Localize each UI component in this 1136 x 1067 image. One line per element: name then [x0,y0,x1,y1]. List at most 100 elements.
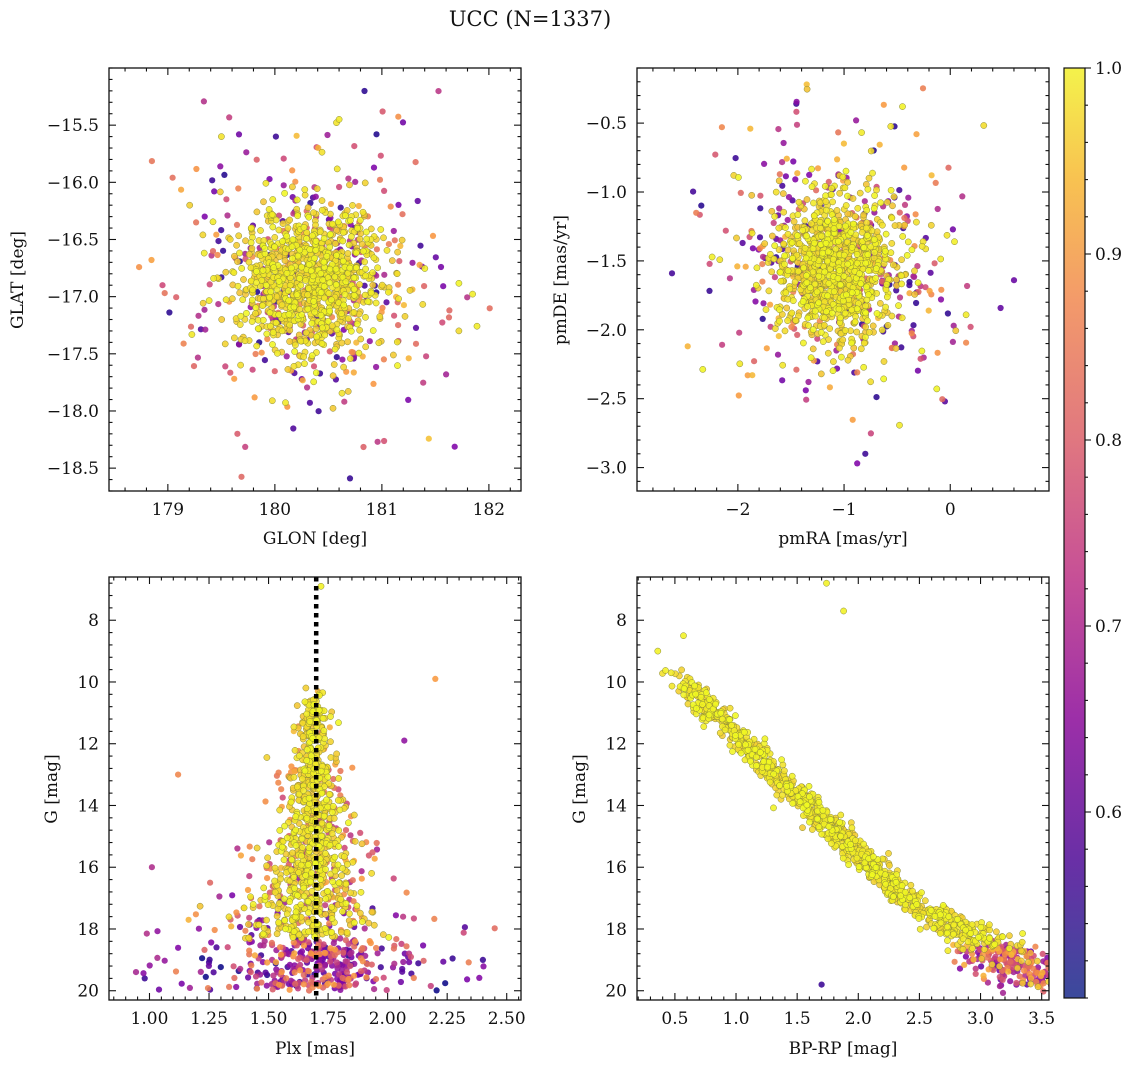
data-point [354,224,361,232]
data-point [342,278,350,286]
data-point [286,216,293,224]
data-point [277,944,284,951]
data-point [1104,975,1110,981]
data-point [291,969,298,976]
data-point [353,301,360,309]
data-point [294,891,301,899]
data-point [980,972,987,979]
data-point [1052,975,1058,981]
data-point [317,767,325,775]
data-point [870,236,878,243]
data-point [796,240,803,247]
data-point [333,252,340,259]
data-point [330,981,337,988]
data-point [222,296,230,304]
data-point [999,976,1006,984]
data-point [226,114,233,121]
data-point [256,903,263,910]
data-point [306,399,313,406]
data-point [873,186,880,194]
data-point [345,975,352,983]
data-point [891,222,899,229]
data-point [251,952,258,959]
data-point [980,122,988,129]
data-point [320,283,328,290]
data-point [414,197,421,205]
data-point [264,335,271,343]
data-point [368,869,375,877]
proper-motion-points [668,81,1018,467]
data-point [480,963,487,970]
data-point [836,189,844,197]
data-point [388,257,396,264]
data-point [279,220,287,227]
data-point [805,378,812,386]
data-point [274,349,281,357]
data-point [997,304,1004,312]
data-point [178,980,185,987]
data-point [318,819,326,827]
data-point [312,221,319,229]
data-point [301,186,309,193]
data-point [928,172,935,179]
data-point [990,966,997,974]
data-point [303,235,310,242]
data-point [231,334,238,342]
data-point [407,953,414,961]
data-point [803,85,811,93]
data-point [307,878,314,886]
data-point [803,272,810,279]
data-point [1054,984,1060,990]
data-point [355,349,363,357]
plx-g-ylabel: G [mag] [42,754,62,823]
data-point [285,311,293,318]
data-point [195,925,202,932]
data-point [249,286,256,294]
data-point [821,182,829,190]
data-point [455,279,463,287]
data-point [913,299,920,307]
data-point [400,302,407,309]
data-point [293,132,300,139]
data-point [321,925,329,932]
data-point [178,186,185,193]
data-point [921,897,929,905]
data-point [381,271,388,278]
data-point [269,223,277,231]
data-point [752,281,760,289]
data-point [802,254,810,262]
data-point [333,326,341,334]
data-point [959,193,966,200]
data-point [1010,277,1018,284]
data-point [229,892,236,899]
data-point [339,257,347,265]
data-point [180,340,187,347]
data-point [744,372,751,379]
data-point [1044,959,1049,966]
data-point [901,214,908,221]
data-point [305,909,312,917]
data-point [327,200,335,208]
data-point [771,242,779,250]
data-point [279,794,286,801]
y-tick-label: −17.0 [47,288,99,308]
data-point [851,213,859,220]
data-point [197,968,204,976]
data-point [333,226,340,234]
data-point [473,322,481,330]
data-point [708,253,716,261]
data-point [350,919,358,927]
data-point [222,363,229,370]
data-point [201,213,208,220]
data-point [218,133,225,140]
data-point [353,902,361,910]
data-point [362,313,369,321]
data-point [290,939,297,946]
data-point [333,354,340,361]
data-point [984,979,992,986]
data-point [141,975,148,982]
data-point [325,972,332,979]
data-point [759,261,766,268]
data-point [324,317,332,325]
